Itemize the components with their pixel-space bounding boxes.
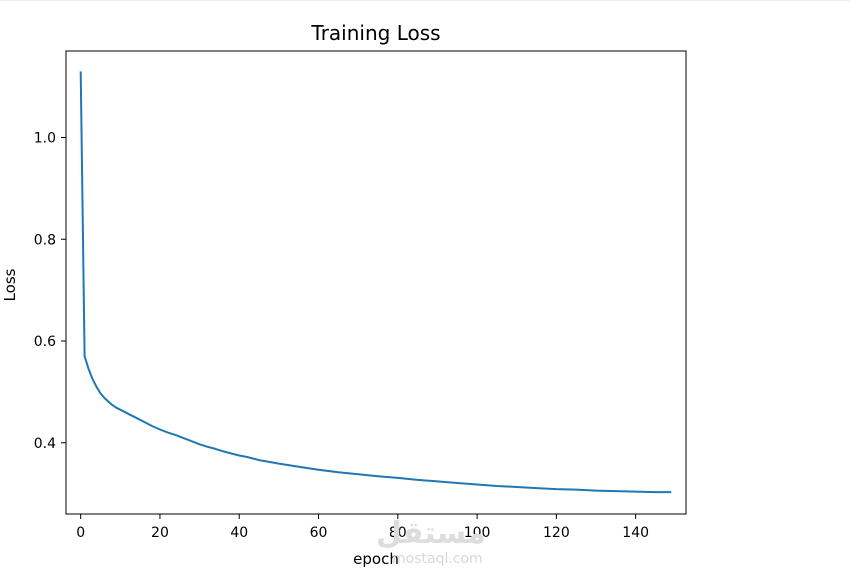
loss-series-line — [79, 71, 672, 494]
chart-title: Training Loss — [310, 21, 440, 45]
x-axis-label: epoch — [353, 550, 399, 568]
x-tick-label: 100 — [464, 525, 491, 541]
plot-area: 0 20 40 60 80 100 120 140 0.4 0.6 0.8 1.0 — [34, 50, 687, 541]
y-tick-label: 0.6 — [34, 334, 56, 350]
plot-frame — [65, 50, 687, 515]
x-tick-label: 20 — [151, 525, 169, 541]
x-tick-label: 80 — [389, 525, 407, 541]
x-tick-label: 120 — [543, 525, 570, 541]
y-axis-label: Loss — [1, 268, 19, 301]
x-tick-label: 40 — [230, 525, 248, 541]
y-tick-label: 0.8 — [34, 232, 56, 248]
top-border-line — [0, 0, 850, 1]
x-tick-label: 140 — [622, 525, 649, 541]
x-tick-label: 0 — [76, 525, 85, 541]
x-tick-label: 60 — [310, 525, 328, 541]
y-tick-label: 1.0 — [34, 130, 56, 146]
y-tick-label: 0.4 — [34, 436, 56, 452]
